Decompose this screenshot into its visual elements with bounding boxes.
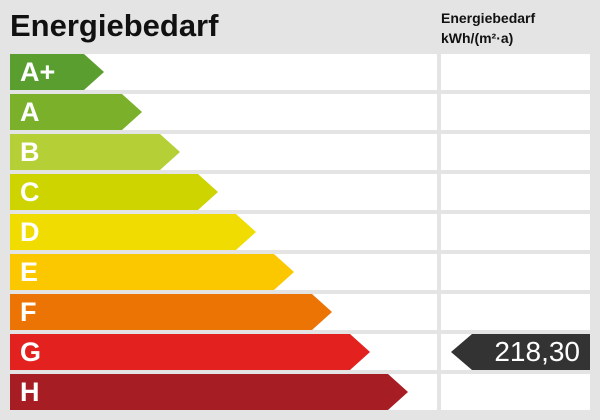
- energy-class-arrow-aplus: A+: [10, 54, 104, 90]
- energy-class-row: F: [10, 294, 437, 330]
- energy-class-label: G: [20, 337, 42, 367]
- value-cell: [441, 294, 590, 330]
- energy-class-label: H: [20, 377, 40, 407]
- energy-class-label: F: [20, 297, 37, 327]
- value-cell: [441, 174, 590, 210]
- energy-class-arrow-h: H: [10, 374, 408, 410]
- energy-class-row: E: [10, 254, 437, 290]
- energy-class-label: E: [20, 257, 39, 287]
- energy-class-label: A+: [20, 57, 56, 87]
- energy-class-row: A: [10, 94, 437, 130]
- energy-class-arrow-d: D: [10, 214, 256, 250]
- energy-class-row: H: [10, 374, 437, 410]
- energy-class-row: B: [10, 134, 437, 170]
- energy-class-label: C: [20, 177, 40, 207]
- energy-class-row: A+: [10, 54, 437, 90]
- value-cell: [441, 54, 590, 90]
- energy-class-arrow-a: A: [10, 94, 142, 130]
- column-header: Energiebedarf kWh/(m²·a): [441, 8, 535, 48]
- energy-class-label: A: [20, 97, 40, 127]
- column-header-title: Energiebedarf: [441, 10, 536, 26]
- energy-class-row: D: [10, 214, 437, 250]
- energy-class-label: B: [20, 137, 40, 167]
- energy-class-arrow-g: G: [10, 334, 370, 370]
- page-title: Energiebedarf: [10, 8, 219, 43]
- energy-class-row: C: [10, 174, 437, 210]
- value-cell: [441, 214, 590, 250]
- value-cell: [441, 374, 590, 410]
- energy-class-arrow-e: E: [10, 254, 294, 290]
- energy-class-arrow-f: F: [10, 294, 332, 330]
- energy-class-arrow-b: B: [10, 134, 180, 170]
- energy-class-row: G: [10, 334, 437, 370]
- value-cell: [441, 134, 590, 170]
- value-cell: [441, 94, 590, 130]
- value-indicator-text: 218,30: [494, 336, 580, 367]
- value-indicator-arrow: 218,30: [451, 334, 590, 370]
- energy-class-label: D: [20, 217, 40, 247]
- value-cell: [441, 254, 590, 290]
- energy-class-arrow-c: C: [10, 174, 218, 210]
- column-header-unit: kWh/(m²·a): [441, 30, 514, 46]
